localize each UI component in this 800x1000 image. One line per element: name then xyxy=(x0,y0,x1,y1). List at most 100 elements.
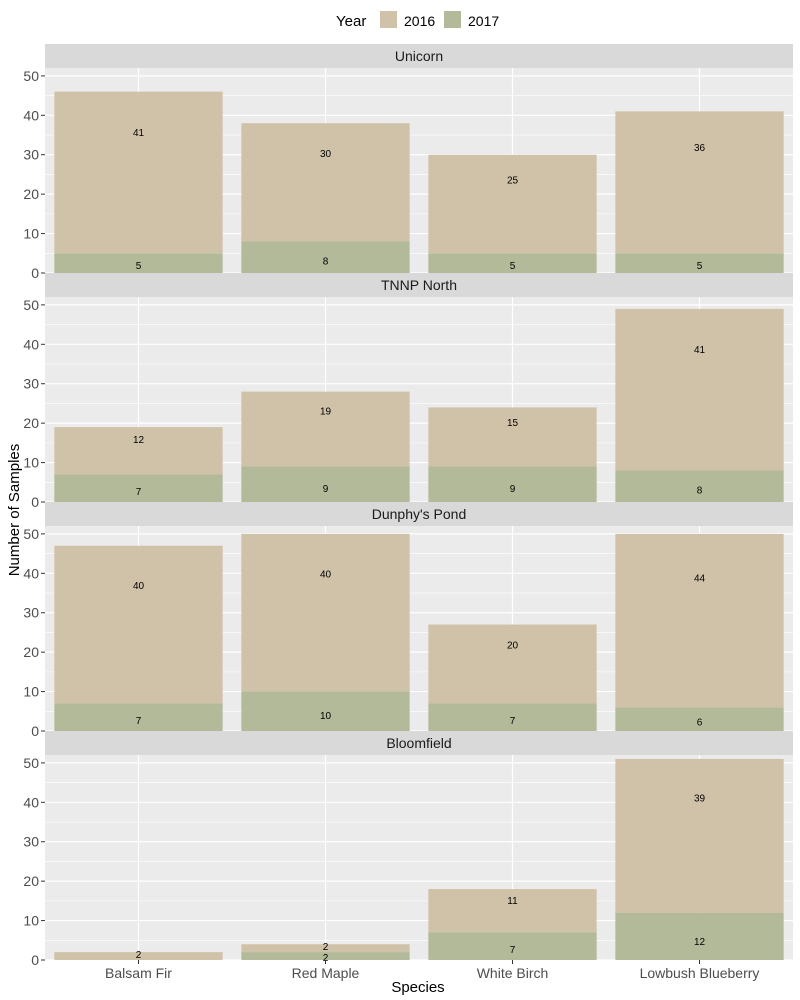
data-label: 7 xyxy=(510,945,516,956)
y-tick-label: 20 xyxy=(23,873,39,889)
facet-strip-label: Bloomfield xyxy=(386,735,451,751)
bar-segment-2016 xyxy=(428,154,597,254)
data-label: 12 xyxy=(694,937,706,948)
facet-strip xyxy=(45,502,793,526)
data-label: 39 xyxy=(694,793,706,804)
bar-segment-2017 xyxy=(615,470,784,502)
data-label: 5 xyxy=(510,261,516,272)
data-label: 11 xyxy=(507,896,518,907)
y-tick-label: 10 xyxy=(23,455,39,471)
x-tick-label: White Birch xyxy=(477,965,549,981)
data-label: 7 xyxy=(136,716,142,727)
y-tick-label: 40 xyxy=(23,336,39,352)
data-label: 41 xyxy=(133,128,145,139)
facet-strip-label: TNNP North xyxy=(381,277,457,293)
data-label: 6 xyxy=(697,718,703,729)
x-axis: Balsam Fir Red Maple White Birch Lowbush Bl… xyxy=(105,960,759,981)
bar-segment-2017 xyxy=(241,691,410,731)
x-tick-label: Lowbush Blueberry xyxy=(640,965,760,981)
bar-segment-2016 xyxy=(428,624,597,704)
facet-strip xyxy=(45,731,793,755)
legend-swatch xyxy=(380,11,397,28)
y-tick-label: 20 xyxy=(23,415,39,431)
data-label: 5 xyxy=(697,261,703,272)
data-label: 8 xyxy=(697,485,703,496)
data-label: 30 xyxy=(320,149,332,160)
data-label: 5 xyxy=(136,261,142,272)
data-label: 10 xyxy=(320,711,332,722)
facet-strip-label: Unicorn xyxy=(395,48,443,64)
bar-segment-2017 xyxy=(54,474,223,502)
y-tick-label: 30 xyxy=(23,376,39,392)
bar-segment-2017 xyxy=(241,952,410,960)
bar-segment-2016 xyxy=(241,533,410,692)
bar-segment-2017 xyxy=(241,466,410,502)
bar-segment-2016 xyxy=(241,391,410,467)
data-label: 7 xyxy=(136,487,142,498)
y-tick-label: 40 xyxy=(23,565,39,581)
data-label: 8 xyxy=(323,256,329,267)
y-tick-label: 40 xyxy=(23,794,39,810)
y-tick-label: 50 xyxy=(23,68,39,84)
bar-segment-2016 xyxy=(54,952,223,960)
y-tick-label: 50 xyxy=(23,755,39,771)
legend-label: 2017 xyxy=(468,13,499,29)
bar-segment-2016 xyxy=(241,944,410,953)
bar-segment-2017 xyxy=(428,253,597,273)
bar-segment-2017 xyxy=(54,253,223,273)
bar-segment-2017 xyxy=(428,932,597,960)
data-label: 2 xyxy=(323,953,329,964)
bar-segment-2016 xyxy=(54,91,223,254)
y-tick-label: 30 xyxy=(23,605,39,621)
y-tick-label: 50 xyxy=(23,526,39,542)
x-tick-label: Red Maple xyxy=(292,965,360,981)
bar-segment-2016 xyxy=(615,533,784,708)
y-tick-label: 0 xyxy=(31,494,39,510)
data-label: 2 xyxy=(136,950,142,961)
y-tick-label: 0 xyxy=(31,723,39,739)
bar-segment-2016 xyxy=(241,123,410,242)
data-label: 7 xyxy=(510,716,516,727)
data-label: 19 xyxy=(320,406,332,417)
data-label: 20 xyxy=(507,640,519,651)
data-label: 40 xyxy=(133,581,145,592)
bar-segment-2017 xyxy=(428,466,597,502)
data-label: 25 xyxy=(507,175,519,186)
facet-strip xyxy=(45,273,793,297)
bar-segment-2016 xyxy=(615,308,784,471)
facet-panel: TNNP North 0 10 20 30 40 50 12 7 19 9 15 9 41 8 xyxy=(23,273,793,510)
data-label: 36 xyxy=(694,143,706,154)
y-tick-label: 10 xyxy=(23,226,39,242)
y-tick-label: 10 xyxy=(23,684,39,700)
bar-segment-2017 xyxy=(241,241,410,273)
legend-label: 2016 xyxy=(404,13,435,29)
y-tick-label: 40 xyxy=(23,107,39,123)
data-label: 41 xyxy=(694,345,706,356)
bar-segment-2017 xyxy=(428,703,597,731)
bar-segment-2016 xyxy=(428,407,597,467)
data-label: 15 xyxy=(507,418,519,429)
data-label: 2 xyxy=(323,942,329,953)
bar-segment-2017 xyxy=(615,707,784,731)
y-tick-label: 20 xyxy=(23,644,39,660)
bar-segment-2017 xyxy=(615,912,784,960)
x-tick-label: Balsam Fir xyxy=(105,965,172,981)
bar-segment-2016 xyxy=(615,758,784,913)
legend-title: Year xyxy=(336,13,366,30)
y-tick-label: 10 xyxy=(23,913,39,929)
y-tick-label: 50 xyxy=(23,297,39,313)
bar-segment-2017 xyxy=(54,703,223,731)
bar-segment-2016 xyxy=(54,545,223,704)
data-label: 12 xyxy=(133,435,145,446)
data-label: 40 xyxy=(320,569,332,580)
y-tick-label: 30 xyxy=(23,834,39,850)
y-tick-label: 20 xyxy=(23,186,39,202)
y-tick-label: 30 xyxy=(23,147,39,163)
data-label: 44 xyxy=(694,573,706,584)
y-axis-label: Number of Samples xyxy=(6,444,23,577)
y-tick-label: 0 xyxy=(31,952,39,968)
x-axis-label: Species xyxy=(391,979,444,996)
